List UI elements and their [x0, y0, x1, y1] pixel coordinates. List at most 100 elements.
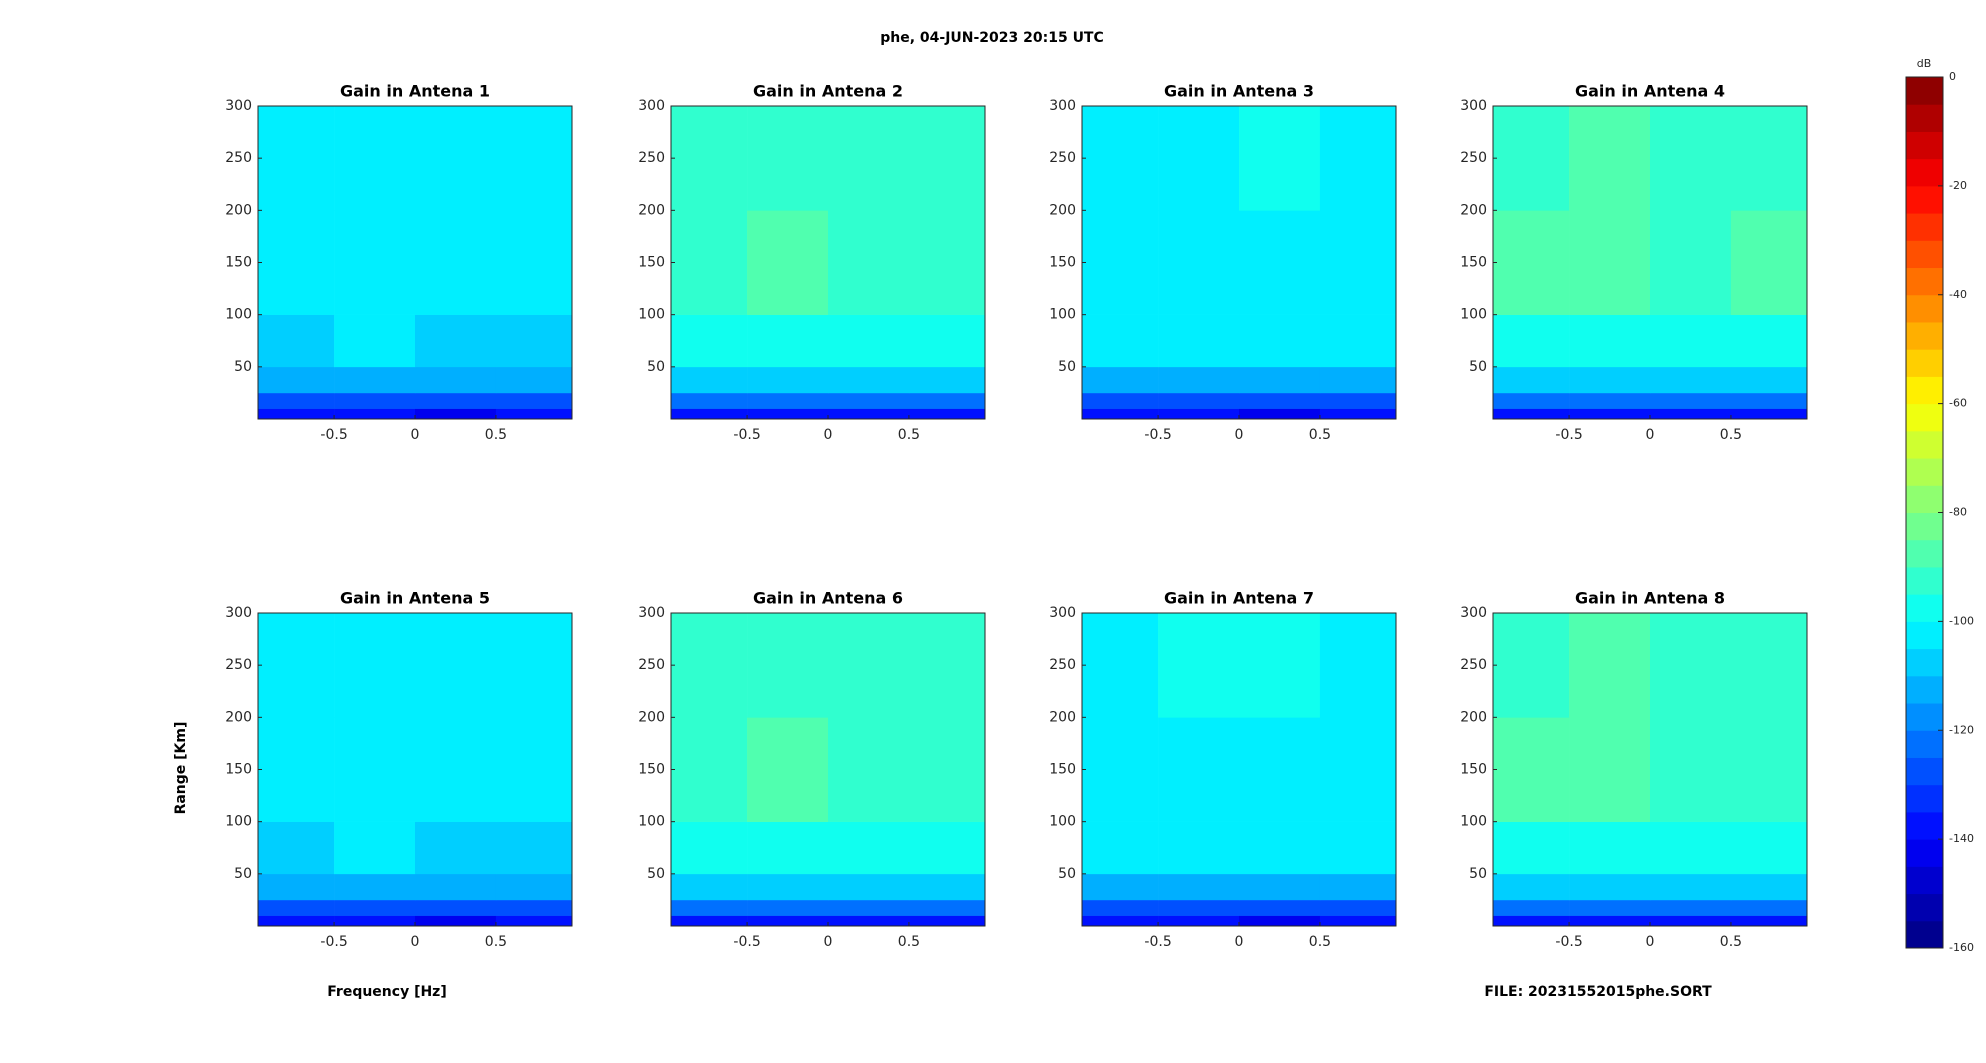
colorbar-step: [1906, 158, 1943, 187]
colorbar-step: [1906, 839, 1943, 867]
y-tick-label: 200: [1460, 202, 1487, 218]
heatmap-cell: [334, 873, 416, 901]
heatmap-cell: [1493, 408, 1570, 420]
y-tick-label: 250: [1049, 150, 1076, 166]
heatmap-cell: [1730, 821, 1808, 875]
heatmap-cell: [1239, 210, 1321, 315]
heatmap-cell: [334, 613, 416, 718]
x-tick-label: -0.5: [320, 427, 347, 443]
heatmap-cell: [495, 210, 573, 315]
heatmap-cell: [1493, 392, 1570, 409]
y-tick-label: 300: [638, 605, 665, 621]
heatmap-cell: [1650, 915, 1732, 927]
x-tick-label: 0: [1235, 427, 1244, 443]
heatmap-cell: [1730, 899, 1808, 916]
colorbar-step: [1906, 294, 1943, 323]
heatmap-cell: [908, 408, 986, 420]
heatmap-cell: [671, 821, 748, 875]
heatmap-cell: [1319, 717, 1397, 822]
heatmap-cell: [1493, 106, 1570, 211]
heatmap-cell: [1319, 392, 1397, 409]
colorbar-step: [1906, 77, 1943, 105]
heatmap-cell: [1082, 873, 1159, 901]
heatmap-cell: [258, 210, 335, 315]
heatmap-cell: [1158, 873, 1240, 901]
x-tick-label: 0.5: [485, 934, 507, 950]
y-tick-label: 150: [638, 255, 665, 271]
heatmap-cell: [1158, 314, 1240, 368]
colorbar-tick-label: -120: [1949, 723, 1974, 736]
panel-title: Gain in Antena 5: [340, 589, 490, 608]
x-tick-label: 0.5: [898, 427, 920, 443]
panel-title: Gain in Antena 4: [1575, 82, 1725, 101]
heatmap-cell: [1158, 821, 1240, 875]
heatmap-cell: [258, 392, 335, 409]
y-tick-label: 300: [1460, 605, 1487, 621]
heatmap-cell: [1158, 408, 1240, 420]
colorbar-step: [1906, 430, 1943, 459]
heatmap-cell: [415, 366, 497, 394]
x-tick-label: 0: [411, 934, 420, 950]
heatmap-cell: [828, 899, 910, 916]
x-tick-label: -0.5: [1555, 934, 1582, 950]
heatmap-cell: [1082, 899, 1159, 916]
colorbar-step: [1906, 621, 1943, 650]
heatmap-cell: [908, 366, 986, 394]
x-tick-label: 0: [824, 427, 833, 443]
heatmap-cell: [1493, 899, 1570, 916]
y-tick-label: 200: [638, 202, 665, 218]
heatmap-cell: [1569, 915, 1651, 927]
heatmap-cell: [1493, 821, 1570, 875]
x-tick-label: 0: [411, 427, 420, 443]
heatmap-cell: [1082, 915, 1159, 927]
heatmap-cell: [1730, 873, 1808, 901]
panel-title: Gain in Antena 2: [753, 82, 903, 101]
heatmap-cell: [1319, 821, 1397, 875]
heatmap-cell: [1569, 717, 1651, 822]
y-tick-label: 250: [1460, 657, 1487, 673]
heatmap-cell: [1650, 717, 1732, 822]
y-axis-label: Range [Km]: [173, 722, 189, 815]
heatmap-cell: [334, 392, 416, 409]
y-tick-label: 250: [638, 150, 665, 166]
colorbar-step: [1906, 539, 1943, 568]
heatmap-cell: [415, 314, 497, 368]
y-tick-label: 100: [1049, 814, 1076, 830]
heatmap-cell: [1319, 408, 1397, 420]
y-tick-label: 200: [1049, 709, 1076, 725]
heatmap-cell: [334, 821, 416, 875]
y-tick-label: 250: [638, 657, 665, 673]
colorbar-tick-label: -60: [1949, 397, 1967, 410]
heatmap-cell: [495, 408, 573, 420]
heatmap-cell: [495, 821, 573, 875]
y-tick-label: 250: [1049, 657, 1076, 673]
heatmap-cell: [334, 915, 416, 927]
heatmap-cell: [1319, 106, 1397, 211]
heatmap-cell: [828, 613, 910, 718]
heatmap-cell: [1319, 613, 1397, 718]
y-tick-label: 150: [225, 255, 252, 271]
heatmap-cell: [671, 717, 748, 822]
x-tick-label: 0: [824, 934, 833, 950]
heatmap-cell: [908, 106, 986, 211]
heatmap-cell: [1239, 314, 1321, 368]
colorbar-tick-label: -40: [1949, 288, 1967, 301]
heatmap-cell: [1493, 210, 1570, 315]
heatmap-cell: [747, 717, 829, 822]
heatmap-cell: [334, 899, 416, 916]
heatmap-cell: [258, 408, 335, 420]
heatmap-cell: [258, 915, 335, 927]
heatmap-cell: [1569, 314, 1651, 368]
y-tick-label: 100: [1460, 814, 1487, 830]
colorbar-tick-label: -20: [1949, 179, 1967, 192]
heatmap-cell: [908, 613, 986, 718]
heatmap-cell: [334, 106, 416, 211]
y-tick-label: 150: [1049, 255, 1076, 271]
colorbar-step: [1906, 512, 1943, 541]
heatmap-cell: [1158, 915, 1240, 927]
heatmap-cell: [1650, 106, 1732, 211]
heatmap-cell: [747, 314, 829, 368]
x-tick-label: -0.5: [1144, 427, 1171, 443]
x-tick-label: 0.5: [1309, 934, 1331, 950]
colorbar-step: [1906, 866, 1943, 895]
